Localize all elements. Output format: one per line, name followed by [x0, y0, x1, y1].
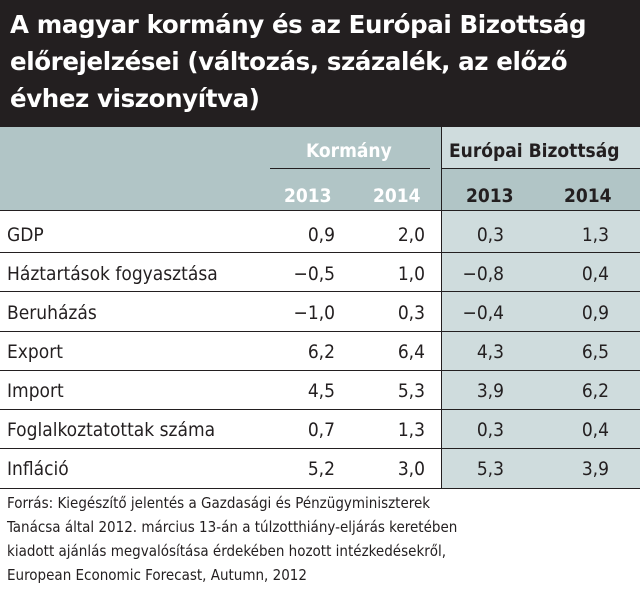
table-title: A magyar kormány és az Európai Bizottság…	[0, 0, 640, 127]
title-line: A magyar kormány és az Európai Bizottság	[10, 10, 587, 39]
title-line: előrejelzései (változás, százalék, az el…	[10, 47, 568, 76]
source-line: Tanácsa által 2012. március 13-án a túlz…	[7, 518, 458, 536]
row-label: GDP	[7, 224, 44, 246]
ec-group-header-bg	[441, 127, 640, 169]
value-kormany-2014: 6,4	[397, 341, 425, 363]
year-header-ec-2013: 2013	[466, 185, 514, 207]
value-ec-2013: −0,4	[462, 302, 505, 324]
group-underline-ec	[441, 168, 640, 169]
value-ec-2014: 3,9	[581, 458, 609, 480]
value-ec-2013: −0,8	[462, 263, 505, 285]
value-kormany-2013: −0,5	[293, 263, 336, 285]
value-kormany-2014: 1,3	[397, 419, 425, 441]
row-label: Háztartások fogyasztása	[7, 263, 218, 285]
value-kormany-2013: 0,7	[307, 419, 335, 441]
year-header-kormany-2014: 2014	[373, 185, 421, 207]
row-label: Import	[7, 380, 64, 402]
source-line: kiadott ajánlás megvalósítása érdekében …	[7, 542, 447, 560]
value-ec-2014: 0,9	[581, 302, 609, 324]
value-ec-2013: 0,3	[476, 419, 504, 441]
value-ec-2014: 1,3	[581, 224, 609, 246]
row-divider	[0, 291, 640, 292]
value-ec-2013: 0,3	[476, 224, 504, 246]
value-ec-2013: 3,9	[476, 380, 504, 402]
value-kormany-2014: 3,0	[397, 458, 425, 480]
value-kormany-2014: 2,0	[397, 224, 425, 246]
group-header-europai-bizottsag: Európai Bizottság	[449, 140, 620, 162]
group-underline-kormany	[270, 168, 430, 169]
value-ec-2014: 6,2	[581, 380, 609, 402]
group-header-kormany: Kormány	[306, 140, 392, 162]
row-divider	[0, 370, 640, 371]
row-divider	[0, 252, 640, 253]
value-ec-2014: 0,4	[581, 263, 609, 285]
title-line: évhez viszonyítva)	[10, 84, 260, 113]
value-ec-2013: 4,3	[476, 341, 504, 363]
value-kormany-2013: −1,0	[293, 302, 336, 324]
value-kormany-2014: 0,3	[397, 302, 425, 324]
value-ec-2014: 0,4	[581, 419, 609, 441]
value-ec-2014: 6,5	[581, 341, 609, 363]
ec-column-separator	[441, 127, 442, 489]
row-label: Infláció	[7, 458, 69, 480]
year-header-kormany-2013: 2013	[284, 185, 332, 207]
value-kormany-2013: 6,2	[307, 341, 335, 363]
row-divider	[0, 448, 640, 449]
row-label: Foglalkoztatottak száma	[7, 419, 216, 441]
year-header-ec-2014: 2014	[564, 185, 612, 207]
row-label: Beruházás	[7, 302, 97, 324]
row-label: Export	[7, 341, 63, 363]
row-divider	[0, 409, 640, 410]
source-note: Forrás: Kiegészítő jelentés a Gazdasági …	[7, 491, 635, 587]
value-ec-2013: 5,3	[476, 458, 504, 480]
source-line: European Economic Forecast, Autumn, 2012	[7, 566, 307, 584]
table-bottom-rule	[0, 488, 640, 489]
row-divider	[0, 331, 640, 332]
value-kormany-2013: 4,5	[307, 380, 335, 402]
value-kormany-2013: 0,9	[307, 224, 335, 246]
header-bottom-rule	[0, 210, 640, 211]
ec-column-bg	[441, 211, 640, 489]
value-kormany-2014: 5,3	[397, 380, 425, 402]
value-kormany-2013: 5,2	[307, 458, 335, 480]
value-kormany-2014: 1,0	[397, 263, 425, 285]
source-line: Forrás: Kiegészítő jelentés a Gazdasági …	[7, 494, 431, 512]
